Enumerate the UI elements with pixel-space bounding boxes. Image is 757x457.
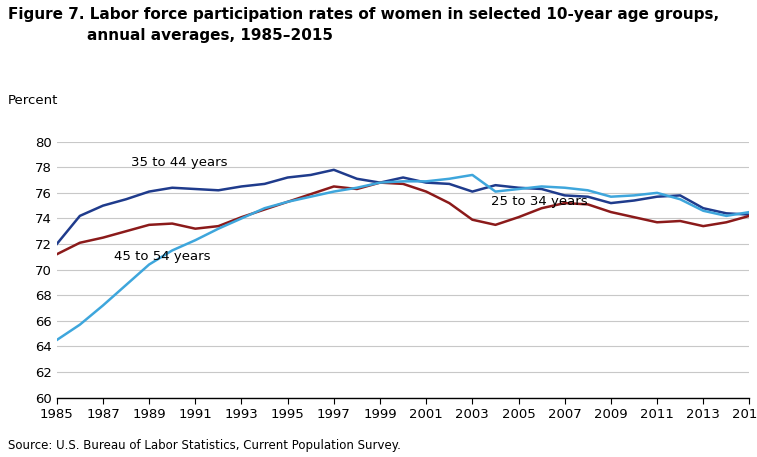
Text: 35 to 44 years: 35 to 44 years [131, 155, 227, 169]
Text: annual averages, 1985–2015: annual averages, 1985–2015 [87, 28, 333, 43]
Text: Figure 7. Labor force participation rates of women in selected 10-year age group: Figure 7. Labor force participation rate… [8, 7, 718, 22]
Text: Percent: Percent [8, 95, 58, 107]
Text: 25 to 34 years: 25 to 34 years [491, 195, 587, 208]
Text: 45 to 54 years: 45 to 54 years [114, 250, 211, 263]
Text: Source: U.S. Bureau of Labor Statistics, Current Population Survey.: Source: U.S. Bureau of Labor Statistics,… [8, 440, 400, 452]
